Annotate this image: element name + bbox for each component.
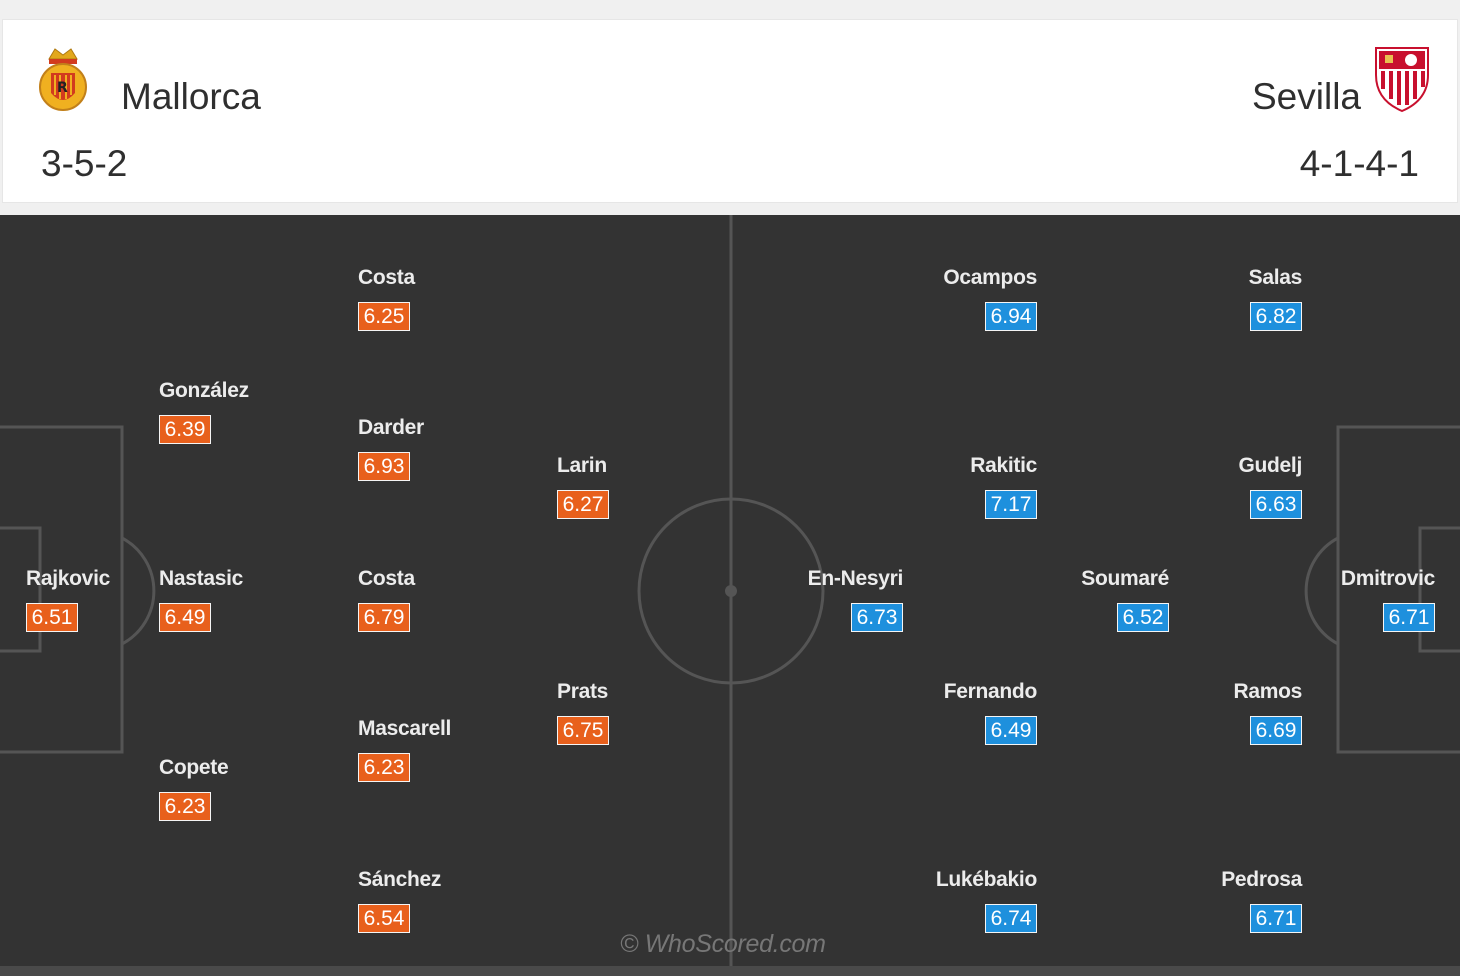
player-name: En-Nesyri: [807, 567, 904, 590]
player-rating-badge: 6.49: [985, 716, 1037, 745]
player-name: Salas: [1248, 266, 1303, 289]
player-name: González: [159, 379, 249, 402]
player-rating-badge: 6.51: [26, 603, 78, 632]
player-name: Sánchez: [358, 868, 442, 891]
mallorca-crest-icon: R: [39, 48, 87, 111]
player-name: Rajkovic: [26, 567, 110, 590]
player-rating-badge: 6.73: [851, 603, 903, 632]
away-team-name[interactable]: Sevilla: [1252, 76, 1361, 117]
pitch-lines: [0, 215, 1460, 966]
player-name: Costa: [358, 266, 415, 289]
player-name: Mascarell: [358, 717, 452, 740]
player-name: Darder: [358, 416, 424, 439]
player-rating-badge: 6.82: [1250, 302, 1302, 331]
player-rating-badge: 6.54: [358, 904, 410, 933]
player-rating-badge: 6.74: [985, 904, 1037, 933]
player-rating-badge: 6.69: [1250, 716, 1302, 745]
player-rating-badge: 6.23: [159, 792, 211, 821]
pitch-footer-bar: [0, 966, 1460, 976]
player-name: Ramos: [1233, 680, 1302, 703]
player-rating-badge: 6.39: [159, 415, 211, 444]
player-rating-badge: 6.49: [159, 603, 211, 632]
watermark: © WhoScored.com: [620, 930, 826, 958]
player-rating-badge: 6.52: [1117, 603, 1169, 632]
player-name: Costa: [358, 567, 415, 590]
pitch: Rajkovic 6.51 González 6.39 Nastasic 6.4…: [0, 215, 1460, 966]
player-rating-badge: 6.23: [358, 753, 410, 782]
player-name: Larin: [557, 454, 607, 477]
player-name: Gudelj: [1238, 454, 1302, 477]
home-formation: 3-5-2: [41, 143, 128, 184]
player-name: Rakitic: [970, 454, 1037, 477]
player-name: Lukébakio: [935, 868, 1037, 891]
player-rating-badge: 6.27: [557, 490, 609, 519]
player-rating-badge: 6.94: [985, 302, 1037, 331]
player-name: Pedrosa: [1221, 868, 1302, 891]
player-rating-badge: 6.71: [1383, 603, 1435, 632]
away-formation: 4-1-4-1: [1299, 143, 1419, 184]
player-name: Ocampos: [943, 266, 1037, 289]
player-name: Soumaré: [1081, 567, 1169, 590]
player-name: Prats: [557, 680, 609, 703]
player-rating-badge: 7.17: [985, 490, 1037, 519]
player-name: Copete: [159, 756, 229, 779]
player-name: Dmitrovic: [1340, 567, 1435, 590]
player-rating-badge: 6.63: [1250, 490, 1302, 519]
player-rating-badge: 6.75: [557, 716, 609, 745]
match-header: R Mallorca 3-5-2 Sevilla 4-1-4-1: [2, 19, 1458, 203]
home-team-name[interactable]: Mallorca: [121, 76, 261, 117]
player-name: Fernando: [943, 680, 1038, 703]
sevilla-crest-icon: [1375, 47, 1429, 113]
player-rating-badge: 6.79: [358, 603, 410, 632]
player-rating-badge: 6.71: [1250, 904, 1302, 933]
player-rating-badge: 6.25: [358, 302, 410, 331]
player-name: Nastasic: [159, 567, 243, 590]
player-rating-badge: 6.93: [358, 452, 410, 481]
svg-text:R: R: [57, 80, 68, 96]
